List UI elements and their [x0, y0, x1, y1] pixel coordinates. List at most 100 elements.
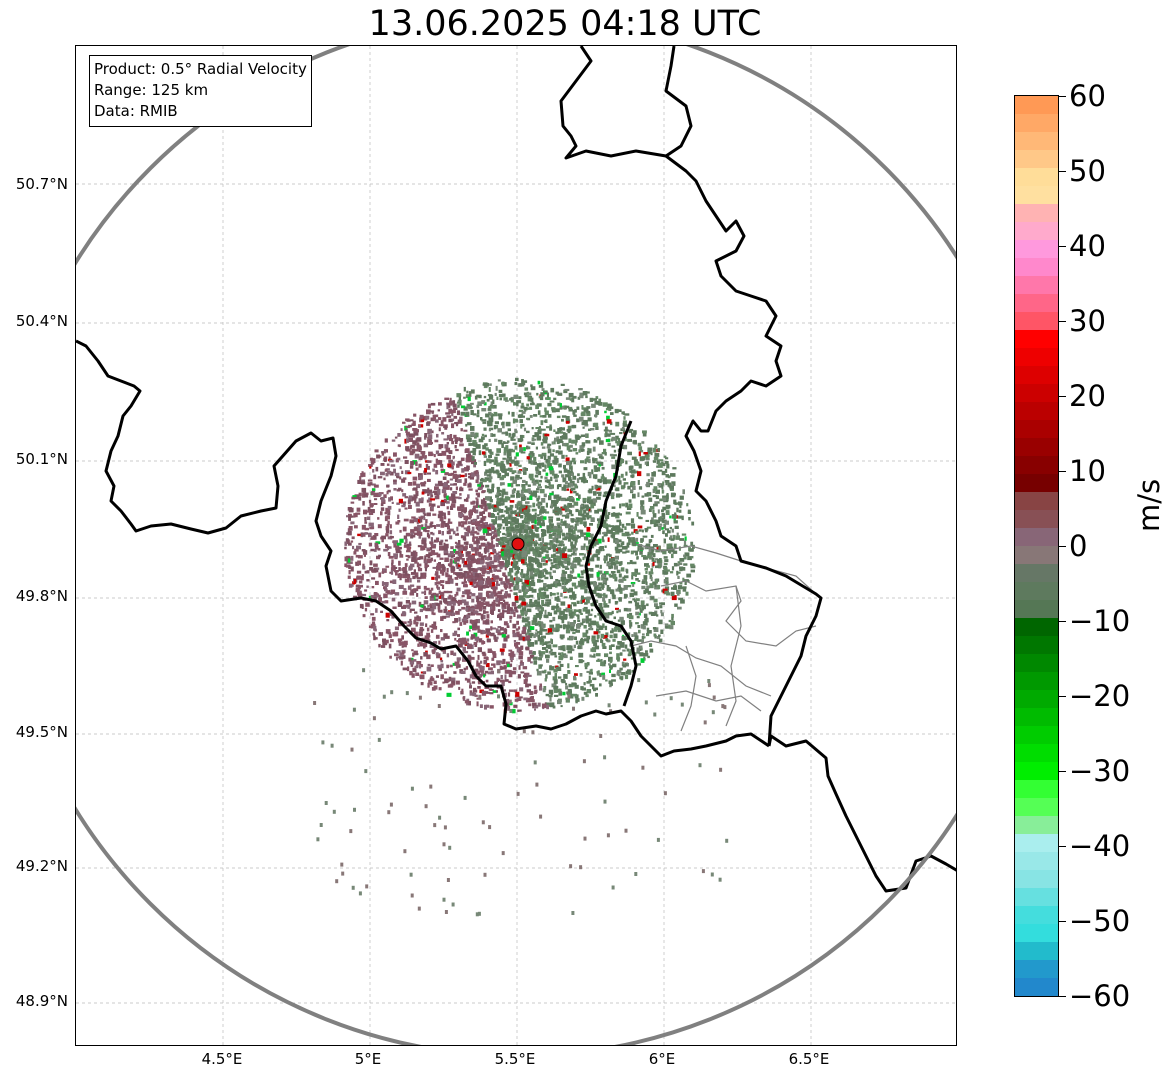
velocity-echo — [679, 495, 684, 500]
velocity-echo — [350, 555, 354, 561]
velocity-echo — [623, 658, 627, 661]
velocity-echo — [485, 484, 490, 488]
velocity-echo — [631, 575, 634, 580]
velocity-echo — [439, 545, 443, 551]
velocity-echo — [687, 509, 691, 513]
velocity-echo — [560, 637, 564, 640]
velocity-echo — [644, 493, 649, 497]
velocity-echo — [524, 539, 529, 542]
velocity-echo — [477, 484, 481, 487]
velocity-echo — [476, 660, 479, 664]
radar-map[interactable] — [75, 45, 957, 1046]
velocity-echo — [611, 593, 615, 597]
velocity-echo — [616, 528, 621, 533]
velocity-echo — [531, 559, 534, 563]
velocity-echo — [654, 635, 657, 639]
velocity-echo — [521, 619, 524, 623]
velocity-echo — [514, 504, 518, 509]
velocity-echo — [586, 516, 590, 520]
velocity-echo — [464, 562, 467, 567]
velocity-echo — [544, 562, 548, 566]
velocity-echo — [480, 417, 483, 421]
velocity-echo — [527, 625, 532, 629]
velocity-echo — [527, 446, 531, 450]
velocity-echo — [497, 492, 502, 497]
velocity-echo — [580, 513, 585, 517]
velocity-echo — [620, 485, 625, 490]
velocity-echo — [543, 420, 547, 423]
velocity-echo — [478, 536, 484, 539]
velocity-echo — [557, 402, 561, 406]
velocity-echo — [510, 575, 513, 580]
velocity-echo — [402, 493, 407, 497]
velocity-echo — [482, 516, 487, 519]
velocity-echo — [617, 513, 622, 516]
velocity-echo — [475, 509, 479, 514]
velocity-echo — [595, 409, 599, 415]
velocity-echo — [430, 402, 436, 406]
velocity-echo — [482, 421, 487, 424]
velocity-echo — [614, 512, 619, 517]
velocity-echo — [570, 541, 574, 547]
velocity-echo — [410, 419, 414, 422]
velocity-echo — [493, 568, 497, 572]
velocity-echo — [663, 523, 667, 529]
velocity-echo — [572, 693, 577, 697]
velocity-echo — [612, 638, 616, 642]
velocity-echo — [664, 559, 669, 563]
velocity-echo — [485, 663, 490, 668]
velocity-echo — [545, 632, 550, 635]
velocity-echo — [491, 663, 495, 666]
velocity-echo — [432, 544, 437, 547]
velocity-echo — [456, 556, 460, 562]
velocity-echo — [585, 532, 590, 537]
velocity-echo — [515, 691, 520, 697]
velocity-echo — [373, 548, 377, 552]
velocity-echo — [381, 452, 385, 456]
velocity-echo — [594, 509, 599, 514]
velocity-echo — [456, 572, 461, 576]
velocity-echo — [413, 494, 418, 499]
velocity-echo — [447, 518, 451, 523]
velocity-echo — [358, 584, 363, 588]
velocity-echo — [458, 564, 461, 567]
velocity-echo — [371, 509, 375, 514]
velocity-echo — [507, 705, 511, 711]
velocity-echo — [463, 482, 467, 486]
velocity-echo — [675, 535, 680, 540]
velocity-echo — [622, 420, 627, 425]
velocity-echo — [605, 438, 611, 443]
velocity-echo — [369, 505, 374, 508]
velocity-echo — [476, 394, 482, 398]
velocity-echo — [364, 532, 367, 535]
velocity-echo — [494, 556, 500, 561]
velocity-echo — [520, 507, 524, 512]
velocity-echo — [608, 680, 613, 684]
velocity-echo — [642, 432, 647, 437]
velocity-echo — [449, 478, 454, 481]
velocity-echo — [528, 563, 534, 568]
velocity-echo — [480, 505, 484, 509]
velocity-echo — [524, 513, 529, 518]
velocity-echo — [373, 484, 379, 488]
velocity-echo — [406, 624, 412, 627]
velocity-echo — [512, 470, 517, 473]
velocity-echo — [583, 606, 588, 610]
velocity-echo — [454, 422, 459, 425]
velocity-echo — [514, 476, 520, 480]
velocity-echo — [566, 581, 569, 585]
velocity-echo — [554, 494, 560, 498]
velocity-echo — [357, 533, 362, 537]
velocity-echo — [458, 638, 463, 643]
velocity-echo — [555, 450, 559, 454]
velocity-echo — [526, 417, 529, 420]
velocity-echo — [465, 541, 469, 546]
velocity-echo — [373, 474, 377, 480]
velocity-echo — [569, 690, 572, 694]
velocity-echo — [416, 429, 419, 433]
velocity-echo — [426, 654, 431, 660]
velocity-echo — [602, 646, 607, 649]
velocity-echo — [502, 457, 506, 460]
velocity-echo — [543, 591, 547, 597]
velocity-echo — [592, 685, 595, 690]
